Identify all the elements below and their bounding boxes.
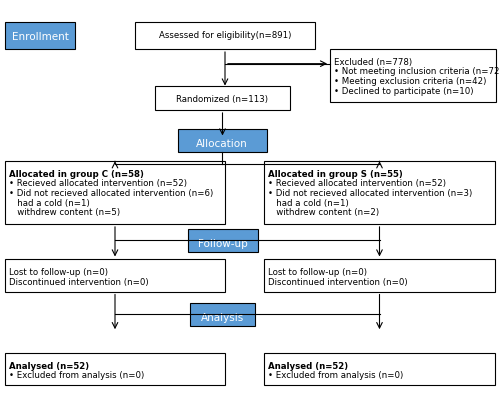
Text: Assessed for eligibility(n=891): Assessed for eligibility(n=891) bbox=[159, 31, 291, 40]
Text: Follow-up: Follow-up bbox=[198, 239, 248, 249]
Bar bbox=[5, 161, 225, 224]
Bar bbox=[188, 229, 258, 252]
Bar bbox=[5, 259, 225, 292]
Bar bbox=[264, 259, 495, 292]
Text: Enrollment: Enrollment bbox=[12, 32, 68, 42]
Bar bbox=[135, 22, 315, 49]
Text: Lost to follow-up (n=0): Lost to follow-up (n=0) bbox=[268, 268, 367, 277]
Text: • Excluded from analysis (n=0): • Excluded from analysis (n=0) bbox=[9, 371, 144, 380]
Text: Discontinued intervention (n=0): Discontinued intervention (n=0) bbox=[268, 278, 407, 287]
Text: • Not meeting inclusion criteria (n=726): • Not meeting inclusion criteria (n=726) bbox=[334, 68, 500, 77]
Text: withdrew content (n=5): withdrew content (n=5) bbox=[9, 208, 120, 217]
Bar bbox=[190, 303, 255, 326]
Bar bbox=[264, 353, 495, 385]
Bar bbox=[178, 129, 266, 152]
Text: • Did not recieved allocated intervention (n=3): • Did not recieved allocated interventio… bbox=[268, 189, 472, 198]
Text: • Excluded from analysis (n=0): • Excluded from analysis (n=0) bbox=[268, 371, 403, 380]
Text: Excluded (n=778): Excluded (n=778) bbox=[334, 58, 412, 67]
Text: Lost to follow-up (n=0): Lost to follow-up (n=0) bbox=[9, 268, 108, 277]
Bar bbox=[5, 22, 75, 49]
Text: • Meeting exclusion criteria (n=42): • Meeting exclusion criteria (n=42) bbox=[334, 77, 486, 86]
Text: • Recieved allocated intervention (n=52): • Recieved allocated intervention (n=52) bbox=[268, 180, 446, 189]
Text: Analysis: Analysis bbox=[201, 313, 244, 323]
Bar bbox=[330, 49, 496, 102]
Text: • Recieved allocated intervention (n=52): • Recieved allocated intervention (n=52) bbox=[9, 180, 187, 189]
Text: had a cold (n=1): had a cold (n=1) bbox=[268, 199, 349, 208]
Text: Analysed (n=52): Analysed (n=52) bbox=[268, 362, 348, 371]
Text: • Did not recieved allocated intervention (n=6): • Did not recieved allocated interventio… bbox=[9, 189, 213, 198]
Bar bbox=[264, 161, 495, 224]
Text: withdrew content (n=2): withdrew content (n=2) bbox=[268, 208, 379, 217]
Text: Allocation: Allocation bbox=[196, 139, 248, 149]
Text: Randomized (n=113): Randomized (n=113) bbox=[176, 95, 268, 104]
Text: had a cold (n=1): had a cold (n=1) bbox=[9, 199, 90, 208]
Text: Analysed (n=52): Analysed (n=52) bbox=[9, 362, 89, 371]
Bar bbox=[155, 86, 290, 110]
Text: • Declined to participate (n=10): • Declined to participate (n=10) bbox=[334, 87, 473, 95]
Text: Allocated in group C (n=58): Allocated in group C (n=58) bbox=[9, 170, 144, 179]
Text: Discontinued intervention (n=0): Discontinued intervention (n=0) bbox=[9, 278, 148, 287]
Text: Allocated in group S (n=55): Allocated in group S (n=55) bbox=[268, 170, 403, 179]
Bar bbox=[5, 353, 225, 385]
